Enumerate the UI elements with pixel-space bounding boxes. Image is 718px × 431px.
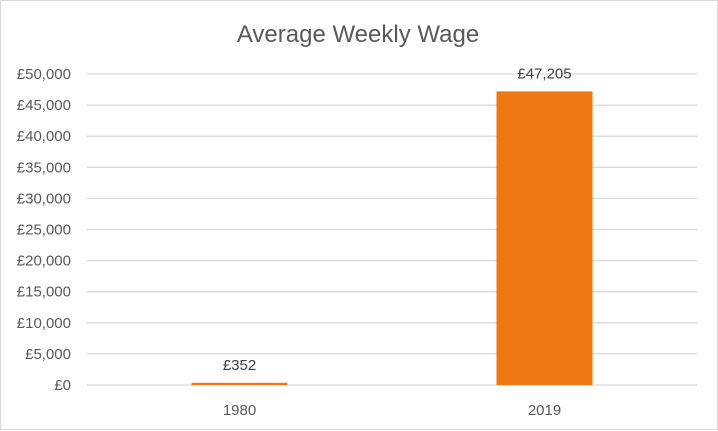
x-tick-label: 1980: [223, 402, 256, 419]
y-tick-label: £10,000: [17, 315, 71, 332]
chart-title: Average Weekly Wage: [237, 21, 479, 48]
y-tick-label: £0: [54, 377, 71, 394]
y-tick-label: £5,000: [25, 346, 71, 363]
y-tick-label: £20,000: [17, 253, 71, 270]
y-tick-label: £45,000: [17, 97, 71, 114]
y-tick-label: £50,000: [17, 66, 71, 83]
x-tick-label: 2019: [528, 402, 561, 419]
data-labels: £352 £47,205: [223, 65, 572, 373]
bar-1980: [191, 382, 288, 385]
y-tick-label: £30,000: [17, 190, 71, 207]
gridlines: [87, 73, 697, 386]
y-tick-label: £25,000: [17, 222, 71, 239]
y-tick-label: £15,000: [17, 284, 71, 301]
bar-2019: [496, 91, 593, 386]
data-label-1980: £352: [223, 357, 256, 374]
y-tick-label: £40,000: [17, 128, 71, 145]
bars: [191, 91, 593, 386]
x-axis-ticks: 1980 2019: [223, 402, 561, 419]
y-axis-ticks: £0 £5,000 £10,000 £15,000 £20,000 £25,000 £30,…: [17, 66, 71, 394]
data-label-2019: £47,205: [517, 65, 571, 82]
y-tick-label: £35,000: [17, 159, 71, 176]
